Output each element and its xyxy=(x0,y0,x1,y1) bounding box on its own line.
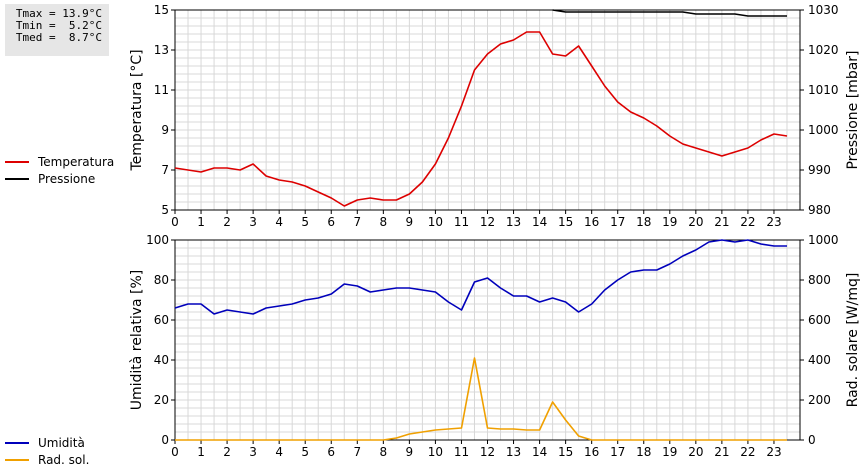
y-tick-label: 15 xyxy=(154,3,169,17)
x-tick-label: 9 xyxy=(406,445,414,459)
x-tick-label: 4 xyxy=(275,445,283,459)
x-tick-label: 3 xyxy=(249,215,257,229)
x-tick-label: 10 xyxy=(428,215,443,229)
x-tick-label: 16 xyxy=(584,445,599,459)
x-tick-label: 21 xyxy=(714,215,729,229)
tmed-text: Tmed = 8.7°C xyxy=(15,31,102,44)
x-tick-label: 7 xyxy=(353,445,361,459)
legend-label-umidita: Umidità xyxy=(38,435,85,450)
y-tick-label: 7 xyxy=(161,163,169,177)
legend-top: Temperatura Pressione xyxy=(5,153,114,187)
x-tick-label: 11 xyxy=(454,445,469,459)
legend-label-pressione: Pressione xyxy=(38,171,96,186)
x-tick-label: 6 xyxy=(327,445,335,459)
chart-panel-2: 0 1 2 3 4 5 6 7 8 9 10 11 12 13 14 15 16 17 18 19 20 21 22 2302… xyxy=(129,233,860,459)
x-tick-label: 1 xyxy=(197,215,205,229)
y2-tick-label: 1000 xyxy=(808,123,839,137)
y-tick-label: 9 xyxy=(161,123,169,137)
y2-tick-label: 400 xyxy=(808,353,831,367)
y2-tick-label: 1000 xyxy=(808,233,839,247)
y2-tick-label: 600 xyxy=(808,313,831,327)
x-tick-label: 6 xyxy=(327,215,335,229)
x-tick-label: 11 xyxy=(454,215,469,229)
legend-item-pressione: Pressione xyxy=(5,170,114,187)
legend-item-temperatura: Temperatura xyxy=(5,153,114,170)
x-tick-label: 14 xyxy=(532,215,547,229)
x-tick-label: 22 xyxy=(740,445,755,459)
y-axis-label: Temperatura [°C] xyxy=(129,49,145,171)
x-tick-label: 21 xyxy=(714,445,729,459)
y-tick-label: 80 xyxy=(154,273,169,287)
tmin-text: Tmin = 5.2°C xyxy=(15,19,102,32)
y2-tick-label: 990 xyxy=(808,163,831,177)
x-tick-label: 23 xyxy=(766,445,781,459)
x-tick-label: 12 xyxy=(480,445,495,459)
x-tick-label: 13 xyxy=(506,215,521,229)
x-tick-label: 15 xyxy=(558,445,573,459)
y2-tick-label: 1030 xyxy=(808,3,839,17)
x-tick-label: 18 xyxy=(636,215,651,229)
legend-label-temperatura: Temperatura xyxy=(38,154,115,169)
x-tick-label: 0 xyxy=(171,215,179,229)
x-tick-label: 22 xyxy=(740,215,755,229)
x-tick-label: 20 xyxy=(688,445,703,459)
x-tick-label: 8 xyxy=(380,445,388,459)
y2-tick-label: 1020 xyxy=(808,43,839,57)
chart-panel-1: 0 1 2 3 4 5 6 7 8 9 10 11 12 13 14 15 16 17 18 19 20 21 22 2357… xyxy=(129,3,860,229)
x-tick-label: 19 xyxy=(662,445,677,459)
x-tick-label: 0 xyxy=(171,445,179,459)
legend-item-umidita: Umidità xyxy=(5,434,89,451)
y-axis-label: Umidità relativa [%] xyxy=(129,270,145,411)
stats-box: Tmax = 13.9°C Tmin = 5.2°C Tmed = 8.7°C xyxy=(5,4,109,56)
y2-tick-label: 980 xyxy=(808,203,831,217)
y2-tick-label: 800 xyxy=(808,273,831,287)
y2-axis-label: Rad. solare [W/mq] xyxy=(845,273,860,408)
y-tick-label: 60 xyxy=(154,313,169,327)
y2-tick-label: 1010 xyxy=(808,83,839,97)
x-tick-label: 13 xyxy=(506,445,521,459)
y-tick-label: 20 xyxy=(154,393,169,407)
x-tick-label: 12 xyxy=(480,215,495,229)
y-tick-label: 0 xyxy=(161,433,169,447)
x-tick-label: 18 xyxy=(636,445,651,459)
x-tick-label: 17 xyxy=(610,445,625,459)
x-tick-label: 8 xyxy=(380,215,388,229)
legend-swatch-umidita xyxy=(5,441,29,444)
series-line-temperatura xyxy=(174,31,788,207)
x-tick-label: 10 xyxy=(428,445,443,459)
legend-swatch-temperatura xyxy=(5,160,29,163)
x-tick-label: 15 xyxy=(558,215,573,229)
y-tick-label: 5 xyxy=(161,203,169,217)
x-tick-label: 4 xyxy=(275,215,283,229)
x-tick-label: 23 xyxy=(766,215,781,229)
series-line-rad-sol- xyxy=(175,357,787,441)
legend-swatch-pressione xyxy=(5,177,29,180)
y-tick-label: 13 xyxy=(154,43,169,57)
y-tick-label: 100 xyxy=(146,233,169,247)
y2-tick-label: 200 xyxy=(808,393,831,407)
x-tick-label: 16 xyxy=(584,215,599,229)
y-tick-label: 40 xyxy=(154,353,169,367)
x-tick-label: 1 xyxy=(197,445,205,459)
y-tick-label: 11 xyxy=(154,83,169,97)
x-tick-label: 5 xyxy=(301,215,309,229)
x-tick-label: 17 xyxy=(610,215,625,229)
y2-axis-label: Pressione [mbar] xyxy=(845,50,860,169)
series-line-pressione xyxy=(552,9,787,17)
x-tick-label: 9 xyxy=(406,215,414,229)
y2-tick-label: 0 xyxy=(808,433,816,447)
x-tick-label: 2 xyxy=(223,215,231,229)
series-line-umidit- xyxy=(174,239,787,315)
x-tick-label: 2 xyxy=(223,445,231,459)
x-tick-label: 7 xyxy=(353,215,361,229)
x-tick-label: 14 xyxy=(532,445,547,459)
x-tick-label: 3 xyxy=(249,445,257,459)
x-tick-label: 19 xyxy=(662,215,677,229)
x-tick-label: 20 xyxy=(688,215,703,229)
x-tick-label: 5 xyxy=(301,445,309,459)
tmax-text: Tmax = 13.9°C xyxy=(15,7,102,20)
